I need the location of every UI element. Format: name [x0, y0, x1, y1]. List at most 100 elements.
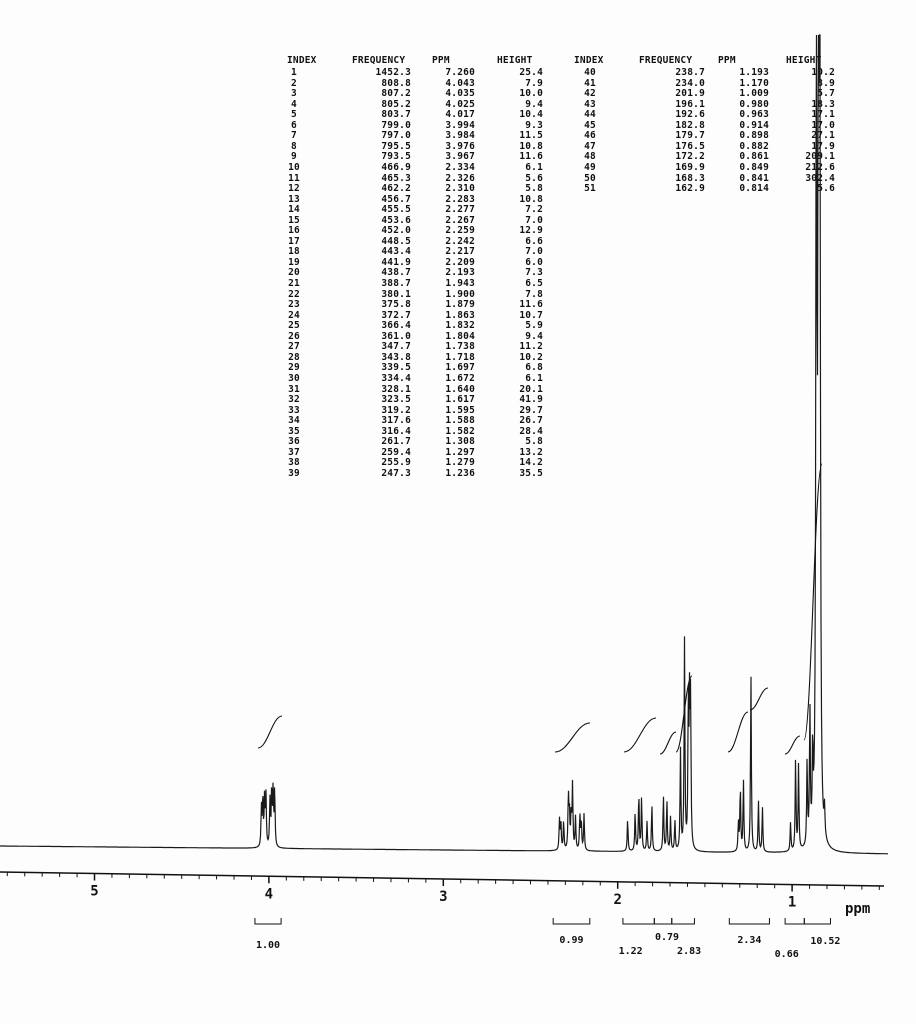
peak-index: 51	[584, 183, 596, 195]
ppm-axis: 5 4 3 2 1	[0, 871, 885, 911]
peak-ppm: 0.841	[739, 172, 769, 184]
x-tick-label: 1	[788, 895, 796, 911]
peak-height: 6.5	[525, 278, 543, 289]
peak-index: 36	[288, 436, 300, 448]
peak-index: 41	[584, 77, 596, 89]
peak-height: 10.8	[519, 193, 543, 205]
peak-index: 43	[584, 98, 596, 110]
peak-index: 18	[288, 246, 300, 258]
peak-index: 10	[288, 161, 300, 173]
integral-curve	[659, 731, 677, 755]
peak-index: 37	[288, 446, 300, 458]
peak-index: 21	[288, 278, 300, 289]
table-header: PPM	[432, 55, 450, 66]
peak-frequency: 455.5	[381, 204, 411, 216]
peak-ppm: 1.804	[445, 330, 475, 342]
peak-ppm: 1.863	[445, 309, 475, 321]
peak-height: 10.7	[519, 309, 543, 321]
peak-ppm: 1.943	[445, 278, 475, 289]
integral-bracket	[622, 918, 655, 925]
peak-index: 33	[288, 404, 300, 416]
peak-height: 5.8	[525, 436, 543, 448]
peak-index: 23	[288, 299, 300, 311]
peak-frequency: 453.6	[381, 214, 411, 226]
peak-frequency: 347.7	[381, 341, 411, 353]
peak-ppm: 4.043	[445, 77, 475, 89]
peak-frequency: 169.9	[675, 161, 705, 173]
integral-curve	[749, 687, 769, 711]
peak-frequency: 261.7	[381, 436, 411, 448]
peak-frequency: 259.4	[381, 446, 411, 458]
table-header: FREQUENCY	[639, 55, 693, 66]
peak-frequency: 201.9	[675, 88, 705, 100]
spectrum-trace-layer	[0, 34, 888, 855]
peak-frequency: 452.0	[381, 225, 411, 237]
integral-value: 1.22	[619, 946, 643, 957]
peak-frequency: 799.0	[381, 119, 411, 131]
peak-frequency: 343.8	[381, 351, 411, 363]
peak-frequency: 366.4	[381, 320, 411, 332]
peak-index: 39	[288, 467, 300, 479]
integral-bracket	[803, 918, 831, 925]
integral-bracket	[728, 918, 770, 925]
peak-index: 11	[288, 172, 300, 184]
peak-ppm: 7.260	[445, 67, 475, 78]
peak-height: 9.4	[525, 98, 543, 110]
peak-index: 49	[584, 161, 596, 173]
peak-ppm: 2.193	[445, 267, 475, 279]
peak-index: 47	[584, 140, 596, 152]
peak-ppm: 3.967	[445, 151, 475, 163]
peak-index: 26	[288, 330, 300, 342]
peak-frequency: 388.7	[381, 278, 411, 289]
integral-bracket	[254, 918, 282, 925]
integral-bracket	[552, 918, 591, 925]
peak-index: 31	[288, 383, 300, 395]
peak-index: 27	[288, 341, 300, 353]
peak-frequency: 808.8	[381, 77, 411, 89]
table-header: HEIGHT	[497, 55, 533, 66]
peak-index: 40	[584, 67, 596, 78]
peak-height: 9.3	[525, 119, 543, 131]
integral-layer: 1.00 0.99 1.22 0.79 2.83 2.34 0.66 10.52	[254, 463, 840, 960]
peak-index: 24	[288, 309, 300, 321]
peak-height: 41.9	[519, 394, 543, 406]
integral-bracket	[671, 918, 695, 925]
peak-ppm: 0.861	[739, 151, 769, 163]
peak-ppm: 2.334	[445, 161, 475, 173]
peak-frequency: 176.5	[675, 140, 705, 152]
peak-height: 9.4	[525, 330, 543, 342]
peak-ppm: 1.617	[445, 394, 475, 406]
peak-index: 25	[288, 320, 300, 332]
peak-frequency: 319.2	[381, 404, 411, 416]
peak-height: 10.4	[519, 109, 543, 121]
peak-index: 38	[288, 457, 300, 469]
peak-index: 20	[288, 267, 300, 279]
peak-height: 14.2	[519, 457, 543, 469]
peak-height: 35.5	[519, 467, 543, 479]
peak-index: 42	[584, 88, 596, 100]
integral-bracket	[653, 918, 673, 925]
peak-height: 18.3	[811, 98, 835, 110]
peak-height: 7.0	[525, 246, 543, 258]
peak-ppm: 2.259	[445, 225, 475, 237]
peak-frequency: 803.7	[381, 109, 411, 121]
peak-index: 19	[288, 256, 300, 268]
peak-frequency: 182.8	[675, 119, 705, 131]
table-header: INDEX	[574, 55, 604, 66]
peak-height: 25.4	[519, 67, 543, 78]
peak-ppm: 1.297	[445, 446, 475, 458]
peak-height: 17.0	[811, 119, 835, 131]
peak-ppm: 4.025	[445, 98, 475, 110]
peak-ppm: 1.009	[739, 88, 769, 100]
peak-height: 5.7	[817, 88, 835, 100]
x-tick-label: 2	[613, 892, 621, 908]
peak-index: 15	[288, 214, 300, 226]
peak-frequency: 328.1	[381, 383, 411, 395]
peak-ppm: 0.814	[739, 183, 769, 195]
peak-height: 17.1	[811, 109, 835, 121]
peak-ppm: 1.832	[445, 320, 475, 332]
peak-ppm: 3.976	[445, 140, 475, 152]
peak-height: 11.6	[519, 151, 543, 163]
peak-ppm: 2.217	[445, 246, 475, 258]
peak-ppm: 0.914	[739, 119, 769, 131]
